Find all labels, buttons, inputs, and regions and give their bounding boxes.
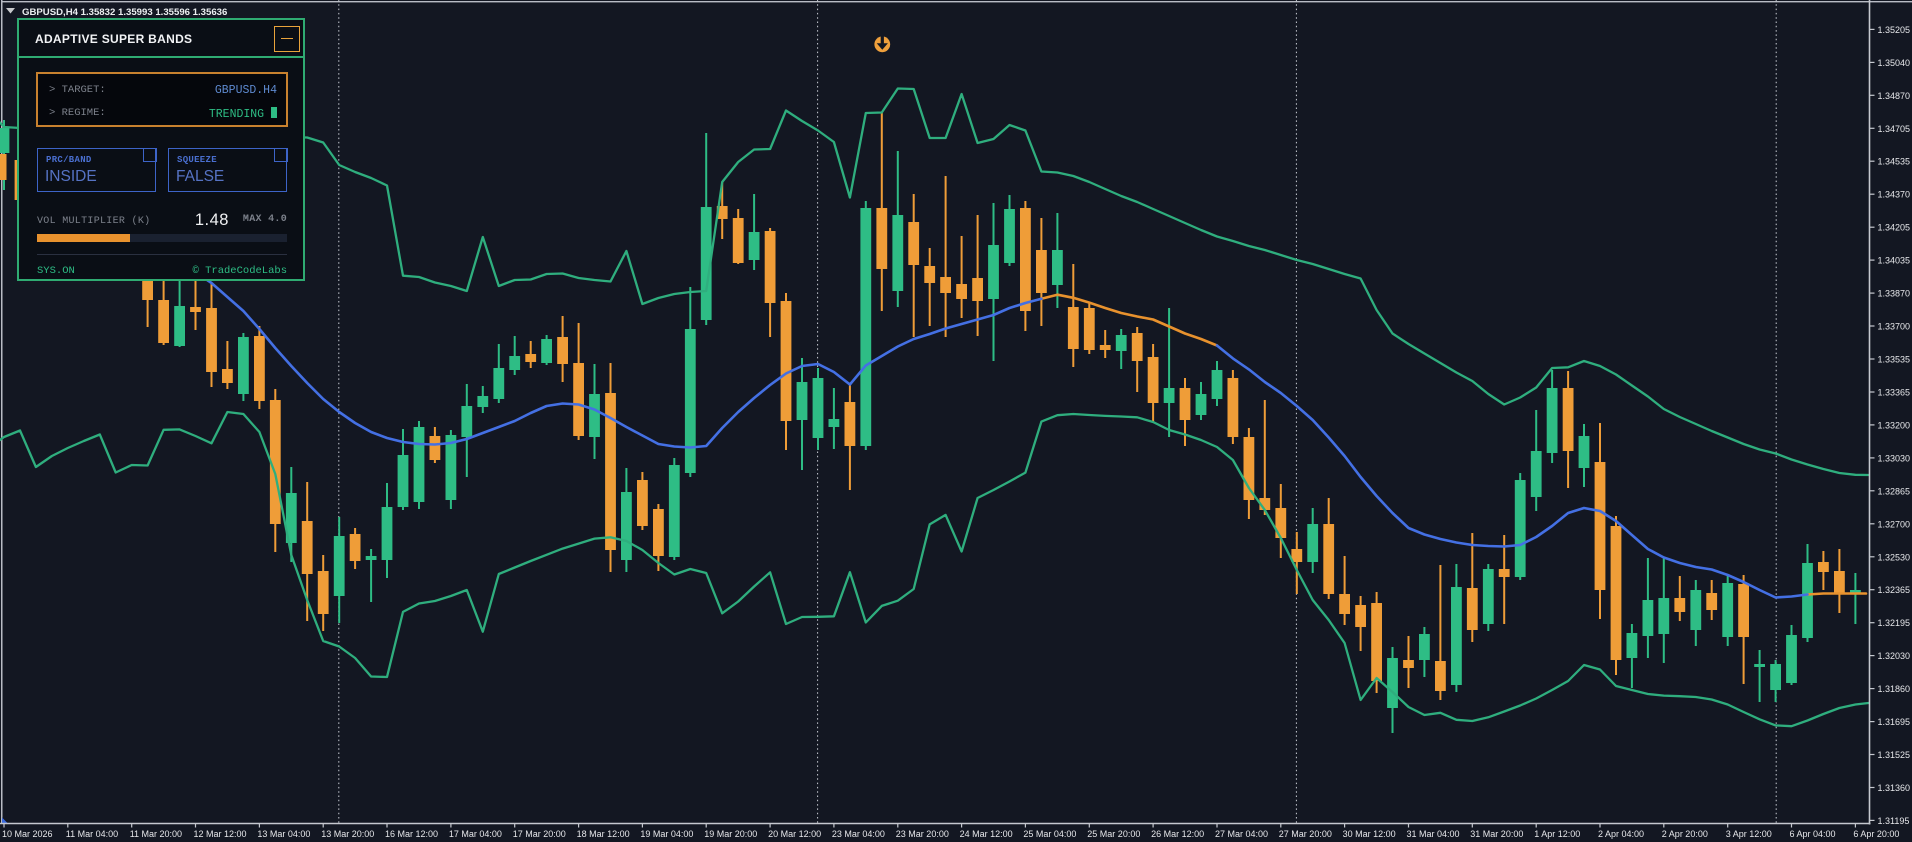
svg-text:2 Apr 20:00: 2 Apr 20:00 bbox=[1662, 829, 1708, 839]
svg-text:6 Apr 20:00: 6 Apr 20:00 bbox=[1853, 829, 1899, 839]
svg-text:25 Mar 04:00: 25 Mar 04:00 bbox=[1023, 829, 1076, 839]
svg-text:2 Apr 04:00: 2 Apr 04:00 bbox=[1598, 829, 1644, 839]
svg-text:27 Mar 20:00: 27 Mar 20:00 bbox=[1279, 829, 1332, 839]
svg-text:18 Mar 12:00: 18 Mar 12:00 bbox=[577, 829, 630, 839]
svg-text:12 Mar 12:00: 12 Mar 12:00 bbox=[194, 829, 247, 839]
svg-text:30 Mar 12:00: 30 Mar 12:00 bbox=[1343, 829, 1396, 839]
svg-text:1.34205: 1.34205 bbox=[1878, 223, 1911, 233]
svg-text:1.32195: 1.32195 bbox=[1878, 618, 1911, 628]
svg-text:31 Mar 04:00: 31 Mar 04:00 bbox=[1407, 829, 1460, 839]
svg-text:1.32030: 1.32030 bbox=[1878, 651, 1911, 661]
svg-text:1.34035: 1.34035 bbox=[1878, 256, 1911, 266]
svg-text:1.33870: 1.33870 bbox=[1878, 289, 1911, 299]
svg-text:31 Mar 20:00: 31 Mar 20:00 bbox=[1470, 829, 1523, 839]
svg-text:19 Mar 04:00: 19 Mar 04:00 bbox=[640, 829, 693, 839]
svg-text:3 Apr 12:00: 3 Apr 12:00 bbox=[1726, 829, 1772, 839]
svg-text:GBPUSD,H4 1.35832 1.35993 1.3: GBPUSD,H4 1.35832 1.35993 1.35596 1.3563… bbox=[22, 7, 227, 18]
svg-text:1.31525: 1.31525 bbox=[1878, 750, 1911, 760]
svg-text:1.32865: 1.32865 bbox=[1878, 486, 1911, 496]
svg-text:1.31695: 1.31695 bbox=[1878, 717, 1911, 727]
svg-text:1.34370: 1.34370 bbox=[1878, 190, 1911, 200]
svg-text:11 Mar 20:00: 11 Mar 20:00 bbox=[130, 829, 182, 839]
svg-text:1.31195: 1.31195 bbox=[1878, 816, 1910, 826]
svg-text:11 Mar 04:00: 11 Mar 04:00 bbox=[66, 829, 118, 839]
svg-text:1.33200: 1.33200 bbox=[1878, 420, 1911, 430]
svg-text:1.34870: 1.34870 bbox=[1878, 91, 1911, 101]
svg-text:1.35205: 1.35205 bbox=[1878, 25, 1911, 35]
svg-text:17 Mar 20:00: 17 Mar 20:00 bbox=[513, 829, 566, 839]
svg-text:1.34535: 1.34535 bbox=[1878, 157, 1911, 167]
svg-text:10 Mar 2026: 10 Mar 2026 bbox=[2, 829, 53, 839]
svg-text:6 Apr 04:00: 6 Apr 04:00 bbox=[1790, 829, 1836, 839]
svg-text:1.33700: 1.33700 bbox=[1878, 322, 1911, 332]
svg-text:1 Apr 12:00: 1 Apr 12:00 bbox=[1534, 829, 1580, 839]
svg-text:19 Mar 20:00: 19 Mar 20:00 bbox=[704, 829, 757, 839]
svg-text:13 Mar 20:00: 13 Mar 20:00 bbox=[321, 829, 374, 839]
svg-text:1.32530: 1.32530 bbox=[1878, 552, 1911, 562]
svg-text:1.34705: 1.34705 bbox=[1878, 124, 1911, 134]
svg-text:13 Mar 04:00: 13 Mar 04:00 bbox=[257, 829, 310, 839]
svg-text:1.33535: 1.33535 bbox=[1878, 355, 1911, 365]
svg-text:1.33365: 1.33365 bbox=[1878, 388, 1911, 398]
svg-text:26 Mar 12:00: 26 Mar 12:00 bbox=[1151, 829, 1204, 839]
svg-text:1.35040: 1.35040 bbox=[1878, 58, 1911, 68]
svg-text:1.31360: 1.31360 bbox=[1878, 783, 1911, 793]
svg-text:25 Mar 20:00: 25 Mar 20:00 bbox=[1087, 829, 1140, 839]
svg-text:17 Mar 04:00: 17 Mar 04:00 bbox=[449, 829, 502, 839]
svg-text:23 Mar 20:00: 23 Mar 20:00 bbox=[896, 829, 949, 839]
svg-text:1.32365: 1.32365 bbox=[1878, 585, 1911, 595]
svg-text:1.32700: 1.32700 bbox=[1878, 519, 1911, 529]
svg-text:23 Mar 04:00: 23 Mar 04:00 bbox=[832, 829, 885, 839]
svg-text:24 Mar 12:00: 24 Mar 12:00 bbox=[960, 829, 1013, 839]
svg-text:27 Mar 04:00: 27 Mar 04:00 bbox=[1215, 829, 1268, 839]
svg-text:1.33030: 1.33030 bbox=[1878, 453, 1911, 463]
svg-text:20 Mar 12:00: 20 Mar 12:00 bbox=[768, 829, 821, 839]
svg-text:16 Mar 12:00: 16 Mar 12:00 bbox=[385, 829, 438, 839]
svg-text:1.31860: 1.31860 bbox=[1878, 684, 1911, 694]
